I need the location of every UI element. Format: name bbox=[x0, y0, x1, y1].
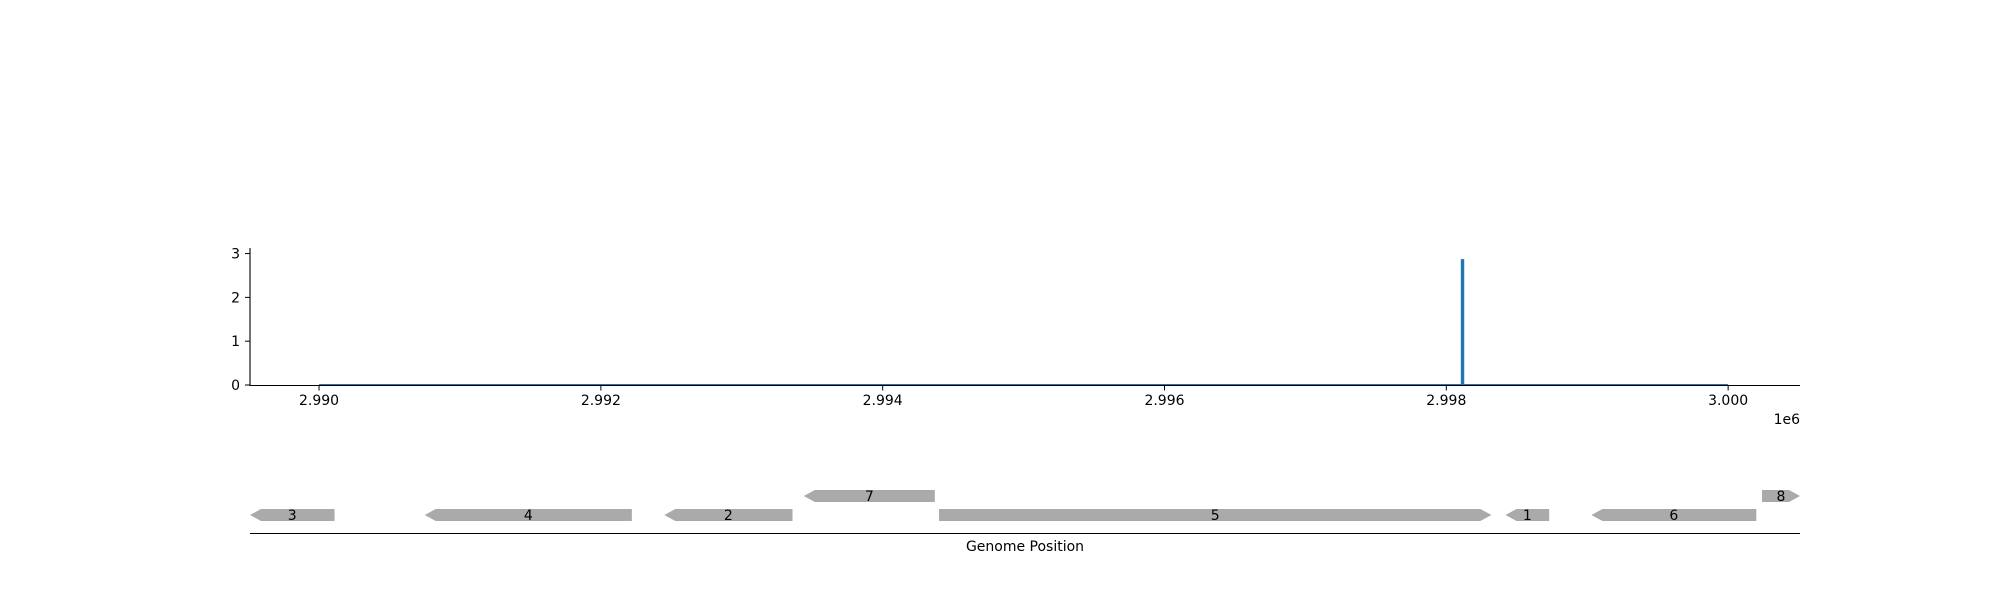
x-tick-label: 2.990 bbox=[299, 393, 339, 409]
x-axis-ticks: 2.990 2.992 2.994 2.996 2.998 3.000 bbox=[299, 385, 1748, 409]
gene-feature-3 bbox=[250, 509, 335, 521]
gene-features-group: 3 4 2 7 5 1 6 8 bbox=[250, 489, 1800, 524]
y-tick-label: 3 bbox=[231, 247, 240, 263]
x-axis-offset-label: 1e6 bbox=[1774, 412, 1801, 428]
gene-feature-2 bbox=[664, 509, 793, 521]
gene-feature-5 bbox=[939, 509, 1492, 521]
y-axis-ticks: 0 1 2 3 bbox=[231, 247, 250, 394]
gene-feature-label: 6 bbox=[1669, 508, 1678, 524]
gene-feature-label: 8 bbox=[1777, 489, 1786, 505]
gene-feature-label: 2 bbox=[724, 508, 733, 524]
x-tick-label: 3.000 bbox=[1708, 393, 1748, 409]
coverage-line bbox=[319, 259, 1729, 386]
x-tick-label: 2.994 bbox=[863, 393, 903, 409]
gene-feature-label: 1 bbox=[1523, 508, 1532, 524]
y-tick-label: 2 bbox=[231, 290, 240, 306]
gene-feature-label: 7 bbox=[865, 489, 874, 505]
x-tick-label: 2.992 bbox=[581, 393, 621, 409]
x-tick-label: 2.996 bbox=[1144, 393, 1184, 409]
gene-feature-label: 5 bbox=[1211, 508, 1220, 524]
gene-feature-6 bbox=[1591, 509, 1757, 521]
gene-feature-8 bbox=[1761, 490, 1800, 502]
coverage-plot: 2.990 2.992 2.994 2.996 2.998 3.000 0 1 2 3 1e6 bbox=[231, 247, 1800, 428]
gene-feature-label: 3 bbox=[288, 508, 297, 524]
gene-feature-1 bbox=[1505, 509, 1550, 521]
x-tick-label: 2.998 bbox=[1426, 393, 1466, 409]
gene-track-x-axis-label: Genome Position bbox=[966, 539, 1084, 555]
gene-feature-label: 4 bbox=[524, 508, 533, 524]
coverage-series-group bbox=[319, 259, 1729, 386]
gene-track: 3 4 2 7 5 1 6 8 Genome Position bbox=[250, 489, 1800, 555]
y-tick-label: 1 bbox=[231, 334, 240, 350]
gene-feature-4 bbox=[424, 509, 632, 521]
gene-feature-7 bbox=[803, 490, 935, 502]
y-tick-label: 0 bbox=[231, 378, 240, 394]
